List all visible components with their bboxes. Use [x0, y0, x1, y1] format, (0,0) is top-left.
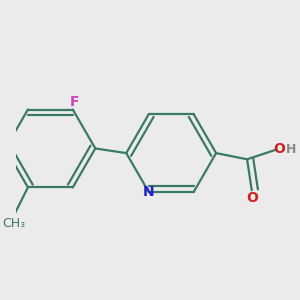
Text: F: F — [70, 95, 79, 109]
Text: CH₃: CH₃ — [2, 218, 26, 230]
Text: O: O — [246, 191, 258, 205]
Text: O: O — [273, 142, 285, 156]
Text: N: N — [143, 185, 154, 199]
Text: H: H — [286, 142, 297, 156]
